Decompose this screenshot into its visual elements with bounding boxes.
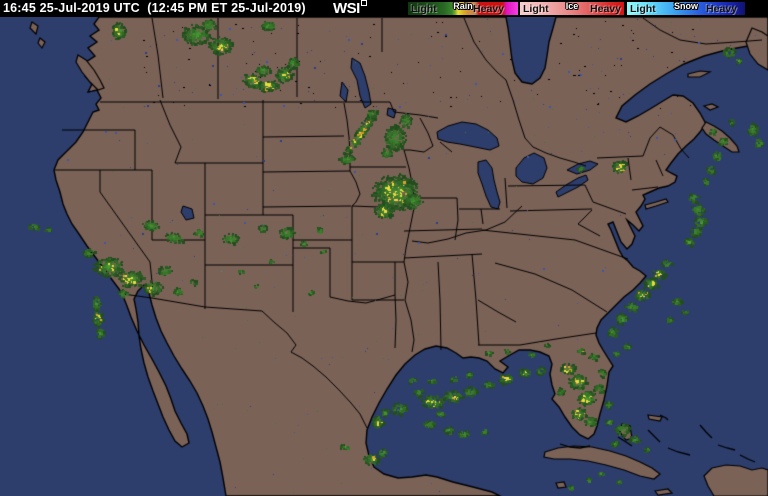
legend-snow-light-label: Light [630, 3, 656, 15]
wsi-logo: WSI [333, 0, 367, 17]
legend-rain-light-label: Light [411, 3, 437, 15]
legend-snow-bar: Snow Light Heavy [627, 1, 745, 15]
radar-map-canvas [0, 17, 768, 496]
timestamp-text: 16:45 25-Jul-2019 UTC (12:45 PM ET 25-Ju… [3, 1, 306, 15]
legend-ice-heavy-label: Heavy [590, 3, 621, 15]
header-bar: 16:45 25-Jul-2019 UTC (12:45 PM ET 25-Ju… [0, 0, 768, 17]
legend-rain-title: Rain [453, 1, 473, 11]
legend-ice-light-label: Light [523, 3, 549, 15]
logo-degree-mark [360, 0, 367, 6]
legend-rain-heavy-label: Heavy [473, 3, 504, 15]
legend-ice-bar: Ice Light Heavy [520, 1, 624, 15]
legend-ice-title: Ice [565, 1, 579, 11]
legend-rain-bar: Rain Light Heavy [408, 1, 518, 15]
legend-snow-title: Snow [674, 1, 698, 11]
legend-snow-heavy-label: Heavy [706, 3, 737, 15]
